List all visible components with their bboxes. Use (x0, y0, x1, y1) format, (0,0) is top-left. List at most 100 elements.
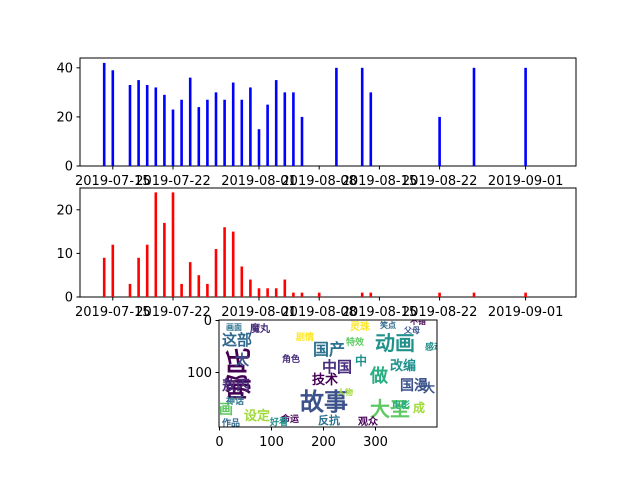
chart-2-bar (102, 257, 106, 297)
chart-1-bar (137, 80, 140, 166)
x-tick-label: 2019-07-15 (75, 174, 151, 189)
x-tick-label: 2019-08-15 (342, 305, 418, 320)
chart-2-bar (438, 292, 441, 297)
chart-2-bar (524, 292, 527, 297)
chart-2-bar (472, 292, 476, 297)
wordcloud-word: 神话 (226, 395, 244, 407)
x-tick-label: 300 (363, 435, 388, 450)
chart-1-bar (145, 85, 149, 166)
chart-2-bar (111, 244, 115, 297)
wordcloud-word: 画面 (226, 323, 242, 332)
wordcloud-words: 哪吒故事 动画大圣 国产中国做国漫 技术设定 这部改编敖丙 太画 成反抗 观众 作品 中 剧情角色 父… (219, 316, 437, 428)
y-tick-label: 20 (56, 110, 73, 125)
wordcloud-word: 做 (369, 365, 389, 387)
wordcloud-word: 人物 (337, 387, 353, 397)
x-tick-label: 2019-08-08 (281, 174, 357, 189)
wordcloud-word: 命运 (280, 413, 300, 425)
wordcloud-word: 观众 (358, 415, 379, 428)
wordcloud-word: 魔丸 (250, 322, 271, 335)
chart-2-bar (283, 279, 287, 297)
wordcloud-word: 画 (219, 402, 233, 418)
y-tick-label: 0 (65, 291, 73, 306)
wordcloud-word: 国产 (313, 340, 345, 359)
wordcloud-word: 剧情 (296, 331, 314, 343)
chart-1-bar (335, 67, 338, 166)
chart-2-bar (317, 292, 321, 297)
y-tick-label: 40 (56, 61, 73, 76)
x-tick-label: 2019-08-22 (402, 305, 478, 320)
chart-2-bar (154, 192, 158, 297)
y-tick-label: 20 (56, 203, 73, 218)
wordcloud-word: 成 (413, 400, 425, 415)
wordcloud-word: 不错 (410, 316, 426, 326)
chart-2-bar (180, 283, 183, 297)
wordcloud-frame (218, 319, 438, 428)
chart-2-bar (197, 275, 201, 297)
x-tick-label: 2019-09-01 (488, 305, 564, 320)
x-tick-label: 2019-08-08 (281, 305, 357, 320)
wordcloud-word: 特效 (346, 336, 365, 348)
y-tick-label: 10 (56, 247, 73, 262)
x-tick-label: 2019-08-22 (402, 174, 478, 189)
wordcloud-word: 大 (423, 380, 435, 395)
chart-2-bar (163, 222, 166, 297)
wordcloud-word: 父母 (403, 326, 420, 335)
chart-2-bar (266, 288, 269, 297)
x-tick-label: 2019-07-22 (135, 174, 211, 189)
chart-1-frame (79, 57, 577, 167)
wordcloud-word: 哪吒 (225, 348, 255, 400)
x-tick-label: 2019-08-01 (221, 174, 297, 189)
chart-2-bar (240, 266, 244, 297)
chart-2-bar (206, 283, 209, 297)
chart-3-wordcloud: 哪吒故事 动画大圣 国产中国做国漫 技术设定 这部改编敖丙 太画 成反抗 观众 作品 中 剧情角色 父… (187, 314, 438, 450)
chart-2-bar (171, 192, 175, 297)
chart-2-bar (145, 244, 149, 297)
chart-2-bar (214, 249, 218, 297)
chart-1-bar (206, 99, 209, 166)
chart-1-bar (300, 116, 304, 166)
chart-1-bar (102, 62, 106, 166)
x-tick-label: 200 (311, 435, 336, 450)
chart-2-y-axis: 0 10 20 (56, 203, 80, 306)
wordcloud-word: 敖丙 (222, 377, 250, 394)
chart-1-bars (102, 62, 527, 166)
chart-2-bar (300, 292, 304, 297)
wordcloud-word: 太 (235, 352, 250, 369)
chart-1-bar (154, 87, 158, 166)
wordcloud-word: 设定 (244, 408, 270, 424)
wordcloud-word: 角色 (282, 353, 300, 365)
wordcloud-word: 中 (355, 353, 367, 368)
wordcloud-word: 电影 (392, 399, 410, 411)
wordcloud-word: 好看 (269, 416, 288, 428)
x-tick-label: 2019-09-01 (488, 174, 564, 189)
chart-2-bar (369, 292, 373, 297)
wordcloud-word: 大圣 (370, 397, 411, 421)
chart-2-bars (102, 192, 527, 297)
chart-1-bar (274, 80, 278, 166)
wordcloud-word: 这部 (222, 331, 252, 349)
chart-2-bar (188, 262, 192, 297)
x-tick-label: 100 (259, 435, 284, 450)
chart-2-bar (137, 257, 140, 297)
chart-1-bar (197, 107, 201, 166)
wordcloud-word: 国漫 (400, 377, 429, 394)
wordcloud-background (219, 320, 437, 427)
chart-1-y-axis: 0 20 40 (56, 61, 80, 175)
chart-1-bar (163, 94, 166, 166)
chart-2-bar (274, 288, 278, 297)
chart-1-bar (438, 116, 441, 166)
y-tick-label: 0 (65, 160, 73, 175)
chart-1-bar (292, 92, 295, 166)
wordcloud-y-axis: 0 100 (187, 314, 219, 381)
wordcloud-word: 技术 (312, 372, 338, 388)
chart-1-bar (524, 67, 527, 166)
x-tick-label: 2019-08-01 (221, 305, 297, 320)
chart-1-bar (369, 92, 373, 166)
chart-1-bar (180, 99, 183, 166)
x-tick-label: 2019-07-22 (135, 305, 211, 320)
wordcloud-word: 灵珠 (350, 320, 371, 333)
x-tick-label: 0 (215, 435, 223, 450)
y-tick-label: 0 (204, 314, 212, 329)
chart-1-bar (214, 92, 218, 166)
